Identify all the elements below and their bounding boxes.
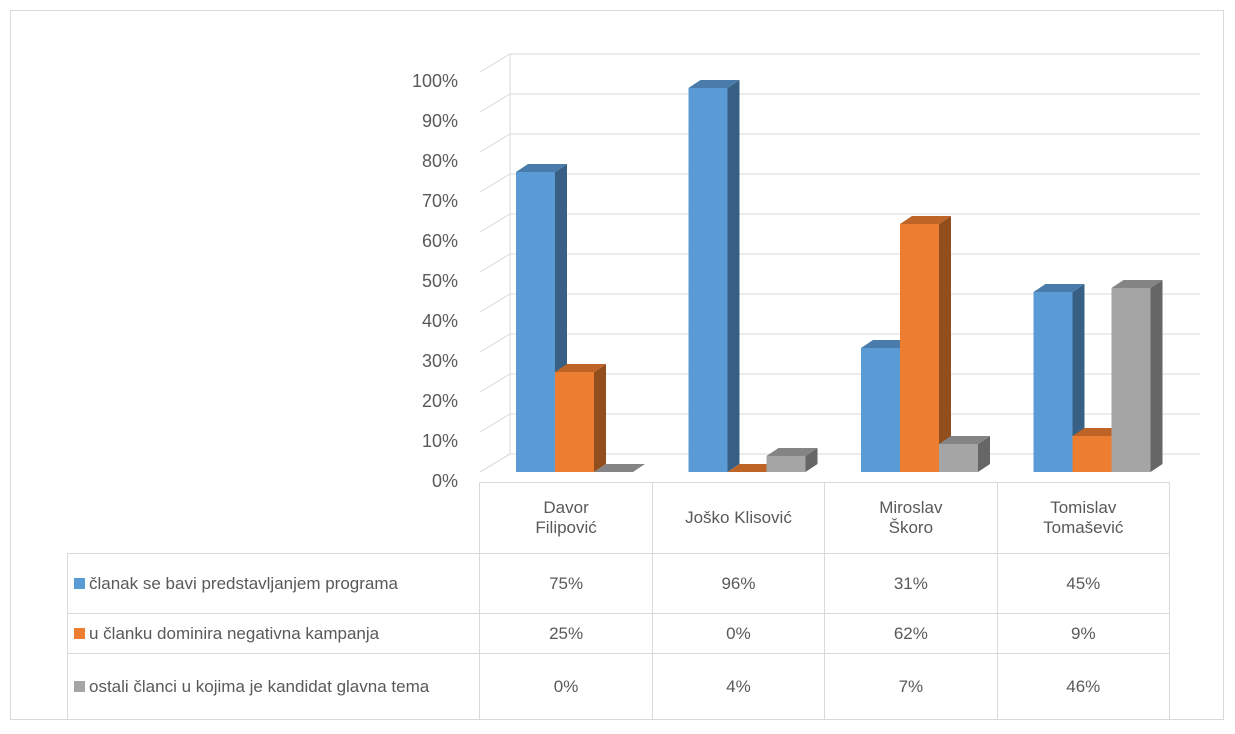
table-corner <box>67 482 481 554</box>
grid-line <box>479 53 1200 73</box>
grid-line <box>479 293 1200 313</box>
value-label: 7% <box>824 653 998 720</box>
bar <box>516 164 567 472</box>
bar <box>594 464 645 472</box>
category-header: Joško Klisović <box>651 482 826 554</box>
bar <box>939 436 990 472</box>
bar <box>555 364 606 472</box>
bar <box>1033 284 1085 472</box>
grid-line <box>479 333 1200 353</box>
value-label: 9% <box>996 613 1171 654</box>
legend-label: u članku dominira negativna kampanja <box>89 623 380 643</box>
y-tick-label: 40% <box>422 311 458 331</box>
value-label: 96% <box>651 553 826 614</box>
grid-line <box>479 213 1200 233</box>
value-label: 0% <box>651 613 826 654</box>
value-label: 45% <box>996 553 1171 614</box>
y-tick-label: 10% <box>422 431 458 451</box>
legend-label: ostali članci u kojima je kandidat glavn… <box>89 676 430 696</box>
y-tick-label: 90% <box>422 111 458 131</box>
bar <box>900 216 951 472</box>
legend-entry: u članku dominira negativna kampanja <box>66 613 481 654</box>
value-label: 4% <box>651 653 826 720</box>
category-header: Davor Filipović <box>479 482 653 554</box>
y-tick-label: 50% <box>422 271 458 291</box>
y-tick-label: 80% <box>422 151 458 171</box>
y-tick-label: 70% <box>422 191 458 211</box>
grid-line <box>479 413 1200 433</box>
legend-key <box>74 680 85 692</box>
data-table: Davor Filipović Joško Klisović Miroslav Šk… <box>66 482 1171 720</box>
grid-line <box>479 173 1200 193</box>
y-tick-label: 100% <box>412 71 458 91</box>
legend-key <box>74 627 85 639</box>
legend-entry: ostali članci u kojima je kandidat glavn… <box>66 653 481 720</box>
grid-line <box>479 373 1200 393</box>
value-label: 31% <box>824 553 998 614</box>
legend-label: članak se bavi predstavljanjem programa <box>89 573 398 593</box>
value-label: 62% <box>824 613 998 654</box>
y-tick-label: 20% <box>422 391 458 411</box>
bar <box>727 464 779 472</box>
legend-key <box>74 577 85 589</box>
y-tick-label: 30% <box>422 351 458 371</box>
value-label: 75% <box>479 553 653 614</box>
bar <box>1111 280 1163 472</box>
y-tick-label: 60% <box>422 231 458 251</box>
bar <box>688 80 740 472</box>
category-header: Miroslav Škoro <box>824 482 998 554</box>
grid-line <box>479 93 1200 113</box>
grid-line <box>479 253 1200 273</box>
value-label: 0% <box>479 653 653 720</box>
value-label: 46% <box>996 653 1171 720</box>
legend-entry: članak se bavi predstavljanjem programa <box>66 553 481 614</box>
chart-frame <box>10 10 1224 720</box>
grid-line <box>479 133 1200 153</box>
bar <box>766 448 818 472</box>
value-label: 25% <box>479 613 653 654</box>
category-header: Tomislav Tomašević <box>996 482 1171 554</box>
